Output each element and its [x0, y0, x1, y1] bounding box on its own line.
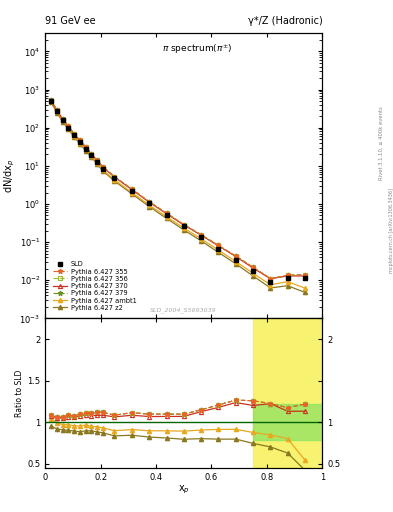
Text: $\pi$ spectrum$(\pi^{\pm})$: $\pi$ spectrum$(\pi^{\pm})$	[162, 42, 233, 55]
Text: γ*/Z (Hadronic): γ*/Z (Hadronic)	[248, 15, 322, 26]
Text: Rivet 3.1.10, ≥ 400k events: Rivet 3.1.10, ≥ 400k events	[379, 106, 384, 180]
X-axis label: x$_p$: x$_p$	[178, 484, 190, 496]
Text: mcplots.cern.ch [arXiv:1306.3436]: mcplots.cern.ch [arXiv:1306.3436]	[389, 188, 393, 273]
Text: 91 GeV ee: 91 GeV ee	[45, 15, 96, 26]
Bar	[253, 318, 322, 468]
Y-axis label: dN/dx$_p$: dN/dx$_p$	[2, 158, 17, 193]
Legend: SLD, Pythia 6.427 355, Pythia 6.427 356, Pythia 6.427 370, Pythia 6.427 379, Pyt: SLD, Pythia 6.427 355, Pythia 6.427 356,…	[51, 260, 138, 312]
Text: SLD_2004_S5693039: SLD_2004_S5693039	[151, 307, 217, 313]
Y-axis label: Ratio to SLD: Ratio to SLD	[15, 370, 24, 417]
Bar	[253, 404, 322, 440]
